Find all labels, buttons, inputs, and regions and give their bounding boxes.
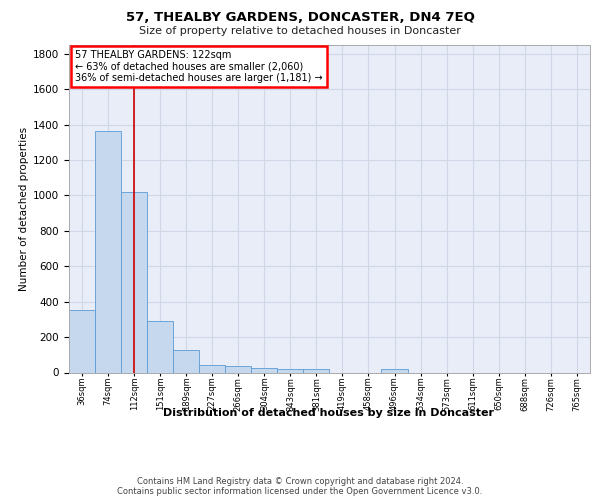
Text: 57 THEALBY GARDENS: 122sqm
← 63% of detached houses are smaller (2,060)
36% of s: 57 THEALBY GARDENS: 122sqm ← 63% of deta… [75,50,323,83]
Bar [69,310,95,372]
Bar [121,192,147,372]
Bar [225,366,251,372]
Text: Size of property relative to detached houses in Doncaster: Size of property relative to detached ho… [139,26,461,36]
Text: Distribution of detached houses by size in Doncaster: Distribution of detached houses by size … [163,408,494,418]
Bar [277,369,304,372]
Bar [147,321,173,372]
Bar [251,368,277,372]
Y-axis label: Number of detached properties: Number of detached properties [19,126,29,291]
Text: Contains HM Land Registry data © Crown copyright and database right 2024.
Contai: Contains HM Land Registry data © Crown c… [118,476,482,496]
Bar [304,370,329,372]
Text: 57, THEALBY GARDENS, DONCASTER, DN4 7EQ: 57, THEALBY GARDENS, DONCASTER, DN4 7EQ [125,11,475,24]
Bar [382,370,407,372]
Bar [95,131,121,372]
Bar [173,350,199,372]
Bar [199,365,225,372]
